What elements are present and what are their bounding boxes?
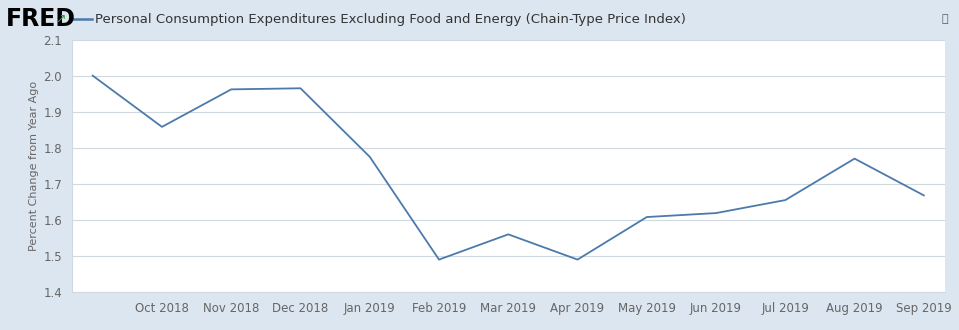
Text: Personal Consumption Expenditures Excluding Food and Energy (Chain-Type Price In: Personal Consumption Expenditures Exclud…: [95, 13, 686, 25]
Text: ↗: ↗: [55, 13, 65, 25]
Text: ⛶: ⛶: [942, 14, 948, 24]
Y-axis label: Percent Change from Year Ago: Percent Change from Year Ago: [30, 81, 39, 251]
Text: FRED: FRED: [6, 7, 76, 31]
